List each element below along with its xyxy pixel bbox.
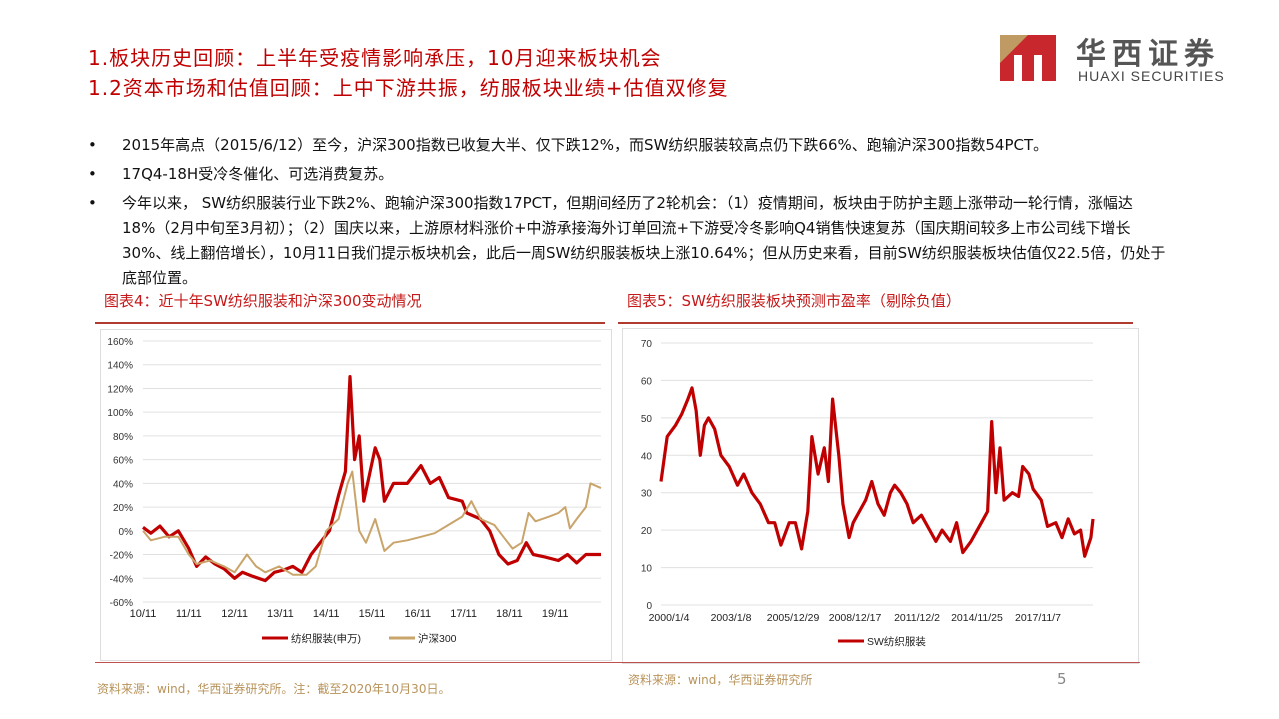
chart4-y-tick-label: 40% [113, 479, 133, 490]
chart4-x-tick-label: 18/11 [496, 608, 523, 620]
chart4-legend-label: 沪深300 [418, 632, 457, 645]
chart4-frame [100, 329, 612, 661]
slide-subtitle: 1.2资本市场和估值回顾：上中下游共振，纺服板块业绩+估值双修复 [88, 76, 729, 100]
chart4-y-tick-label: 120% [107, 384, 133, 395]
chart4-x-tick-label: 15/11 [359, 608, 386, 620]
chart5-x-tick-label: 2008/12/17 [829, 612, 882, 624]
chart4-y-tick-label: 100% [107, 408, 133, 419]
chart4-y-tick-label: 60% [113, 456, 133, 467]
chart5-y-tick-label: 50 [641, 414, 653, 425]
chart5-series-line-primary [659, 386, 1095, 558]
chart4-x-tick-label: 13/11 [267, 608, 294, 620]
chart5-title: 图表5：SW纺织服装板块预测市盈率（剔除负值） [627, 292, 961, 310]
chart4-x-tick-label: 17/11 [450, 608, 477, 620]
chart5-y-tick-label: 0 [646, 601, 652, 612]
chart5-legend-label: SW纺织服装 [867, 635, 926, 648]
bullet-list: 2015年高点（2015/6/12）至今，沪深300指数已收复大半、仅下跌12%… [88, 133, 1168, 295]
chart5-x-tick-label: 2011/12/2 [894, 612, 940, 624]
chart5-y-tick-label: 30 [641, 489, 653, 500]
source-note-right: 资料来源：wind，华西证券研究所 [628, 673, 813, 687]
chart4-x-tick-label: 12/11 [221, 608, 248, 620]
source-note-left: 资料来源：wind，华西证券研究所。注：截至2020年10月30日。 [97, 682, 451, 696]
footer-rule [95, 662, 1140, 663]
chart4-series-line-primary [142, 375, 601, 583]
chart4-x-tick-label: 19/11 [542, 608, 569, 620]
chart4-y-tick-label: 80% [113, 432, 133, 443]
chart4-y-tick-label: 20% [113, 503, 133, 514]
company-logo: 华西证券 HUAXI SECURITIES [998, 33, 1258, 85]
chart5-x-tick-label: 2000/1/4 [649, 612, 690, 624]
slide-title: 1.板块历史回顾：上半年受疫情影响承压，10月迎来板块机会 [88, 46, 662, 70]
chart4-x-tick-label: 16/11 [404, 608, 431, 620]
chart4-y-tick-label: -60% [110, 598, 133, 609]
logo-text-en: HUAXI SECURITIES [1078, 68, 1225, 84]
chart5-y-tick-label: 20 [641, 526, 653, 537]
chart4-legend-label: 纺织服装(申万) [291, 632, 361, 645]
chart5-y-tick-label: 10 [641, 564, 653, 575]
chart4-x-tick-label: 14/11 [313, 608, 340, 620]
bullet-item: 17Q4-18H受冷冬催化、可选消费复苏。 [88, 162, 1168, 187]
logo-text-cn: 华西证券 [1076, 37, 1220, 72]
chart4-title-rule [95, 322, 605, 324]
chart5-title-rule [618, 322, 1133, 324]
chart4-x-tick-label: 11/11 [176, 608, 202, 620]
chart4-series-line-secondary [142, 470, 602, 576]
chart5-y-tick-label: 70 [641, 339, 653, 350]
huaxi-logo-icon [1000, 35, 1056, 81]
bullet-item: 今年以来， SW纺织服装行业下跌2%、跑输沪深300指数17PCT，但期间经历了… [88, 191, 1168, 291]
chart4-y-tick-label: 0% [119, 527, 134, 538]
chart5-y-tick-label: 40 [641, 451, 653, 462]
chart4-y-tick-label: -40% [110, 574, 133, 585]
chart5-x-tick-label: 2003/1/8 [711, 612, 752, 624]
chart5-x-tick-label: 2014/11/25 [951, 612, 1003, 624]
chart5-y-tick-label: 60 [641, 376, 653, 387]
chart5-frame [622, 328, 1139, 664]
page-number: 5 [1057, 670, 1067, 688]
chart4-y-tick-label: -20% [110, 551, 133, 562]
chart4-title: 图表4：近十年SW纺织服装和沪深300变动情况 [104, 292, 422, 310]
chart4-y-tick-label: 140% [107, 361, 133, 372]
chart4-x-tick-label: 10/11 [130, 608, 157, 620]
chart5-x-tick-label: 2005/12/29 [767, 612, 820, 624]
bullet-item: 2015年高点（2015/6/12）至今，沪深300指数已收复大半、仅下跌12%… [88, 133, 1168, 158]
chart5-x-tick-label: 2017/11/7 [1015, 612, 1061, 624]
chart4-y-tick-label: 160% [107, 337, 133, 348]
